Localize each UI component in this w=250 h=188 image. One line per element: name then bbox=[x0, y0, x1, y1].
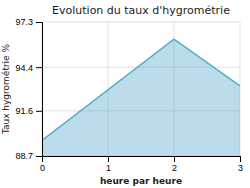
tick-label: 0 bbox=[40, 163, 45, 173]
tick-mark bbox=[108, 156, 109, 162]
x-axis-title: heure par heure bbox=[100, 176, 182, 186]
tick-mark bbox=[36, 111, 42, 112]
tick-mark bbox=[174, 156, 175, 162]
y-axis-title: Taux hygrométrie % bbox=[1, 43, 11, 135]
tick: 0 bbox=[40, 156, 45, 173]
area bbox=[42, 39, 240, 156]
chart: 0 1 2 3 88.7 91.6 94.4 97.3 Evolution du taux d'… bbox=[0, 0, 250, 188]
axis-line bbox=[36, 23, 43, 157]
plot: 0 1 2 3 88.7 91.6 94.4 97.3 bbox=[15, 17, 243, 173]
tick-label: 88.7 bbox=[15, 151, 33, 161]
y-axis: 88.7 91.6 94.4 97.3 bbox=[15, 17, 42, 161]
tick-label: 91.6 bbox=[15, 106, 33, 116]
tick: 1 bbox=[106, 156, 111, 173]
tick-mark bbox=[36, 22, 42, 23]
tick-label: 94.4 bbox=[15, 63, 33, 73]
tick: 2 bbox=[172, 156, 177, 173]
tick: 3 bbox=[238, 156, 243, 173]
title: Evolution du taux d'hygrométrie bbox=[52, 4, 230, 17]
tick: 94.4 bbox=[15, 63, 42, 73]
tick: 97.3 bbox=[15, 17, 42, 27]
marks bbox=[42, 39, 240, 156]
tick-label: 1 bbox=[106, 163, 111, 173]
tick-label: 97.3 bbox=[15, 17, 33, 27]
grid-line bbox=[42, 22, 240, 23]
line bbox=[42, 39, 240, 140]
tick-label: 2 bbox=[172, 163, 177, 173]
x-axis: 0 1 2 3 bbox=[40, 156, 243, 173]
tick-mark bbox=[36, 156, 42, 157]
tick: 91.6 bbox=[15, 106, 42, 116]
tick-label: 3 bbox=[238, 163, 243, 173]
tick-mark bbox=[240, 156, 241, 162]
axis-line bbox=[43, 157, 241, 163]
tick-mark bbox=[36, 67, 42, 68]
tick: 88.7 bbox=[15, 151, 42, 161]
grid bbox=[42, 22, 240, 156]
